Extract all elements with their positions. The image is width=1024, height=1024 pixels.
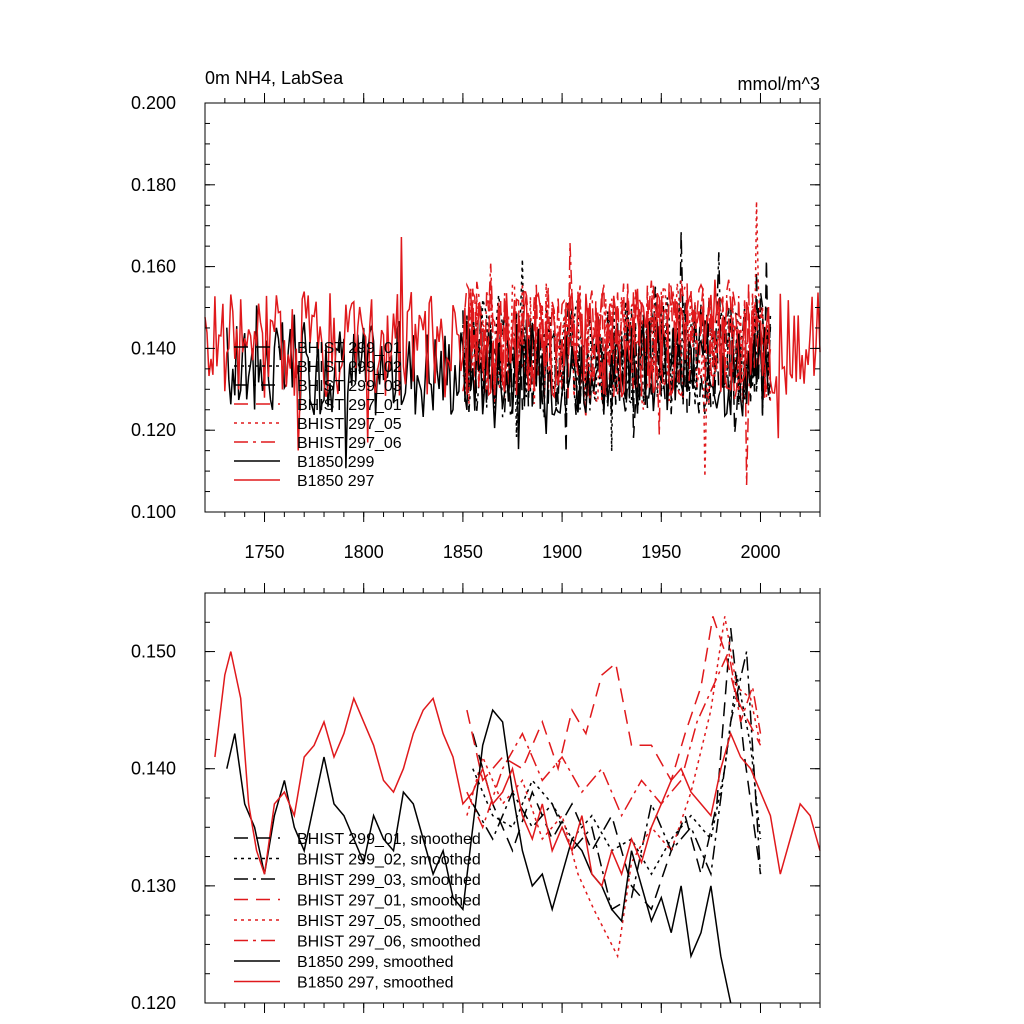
y-tick-label: 0.120 bbox=[131, 420, 176, 440]
units-label: mmol/m^3 bbox=[738, 74, 820, 94]
x-tick-label: 1750 bbox=[244, 542, 284, 562]
x-tick-label: 1850 bbox=[443, 542, 483, 562]
series-line-2-2 bbox=[472, 674, 762, 876]
legend-label: BHIST 297_06, smoothed bbox=[297, 934, 481, 951]
series-line-2-8 bbox=[214, 651, 821, 888]
legend: BHIST 299_01, smoothed BHIST 299_02, smoo… bbox=[234, 831, 481, 992]
y-tick-label: 0.100 bbox=[131, 502, 176, 522]
y-tick-label: 0.130 bbox=[131, 876, 176, 896]
series-line-2-4 bbox=[466, 616, 762, 783]
legend: BHIST 299_01 BHIST 299_02 BHIST 299_03 BHIS… bbox=[234, 340, 402, 490]
legend-label: BHIST 299_02, smoothed bbox=[297, 852, 481, 869]
series-line-1-7 bbox=[226, 305, 772, 469]
legend-label: B1850 299 bbox=[297, 454, 375, 471]
series-line-2-3 bbox=[472, 651, 762, 911]
top-panel: 0m NH4, LabSea mmol/m^3 0.100 0.120 0.140 0… bbox=[131, 68, 821, 562]
legend-label: BHIST 299_03, smoothed bbox=[297, 872, 481, 889]
series-line-1-1 bbox=[462, 259, 772, 454]
legend-label: BHIST 299_02 bbox=[297, 359, 402, 376]
x-tick-label: 1900 bbox=[542, 542, 582, 562]
x-tick-label: 1800 bbox=[344, 542, 384, 562]
y-tick-label: 0.200 bbox=[131, 93, 176, 113]
series-line-2-1 bbox=[472, 628, 762, 911]
series-line-1-8 bbox=[204, 236, 821, 451]
y-tick-label: 0.160 bbox=[131, 257, 176, 277]
legend-label: BHIST 297_06 bbox=[297, 435, 402, 452]
series-line-2-5 bbox=[466, 616, 762, 959]
legend-label: B1850 297 bbox=[297, 473, 375, 490]
legend-label: BHIST 297_01 bbox=[297, 397, 402, 414]
bottom-panel: 0.120 0.130 0.140 0.150 BHIST 299_01, smooth… bbox=[131, 583, 821, 1013]
legend-label: BHIST 297_05 bbox=[297, 416, 402, 433]
legend-label: B1850 299, smoothed bbox=[297, 954, 454, 971]
legend-label: BHIST 297_01, smoothed bbox=[297, 893, 481, 910]
x-tick-label: 2000 bbox=[740, 542, 780, 562]
y-tick-label: 0.150 bbox=[131, 642, 176, 662]
legend-label: BHIST 299_03 bbox=[297, 378, 402, 395]
y-tick-label: 0.140 bbox=[131, 759, 176, 779]
legend-label: BHIST 299_01 bbox=[297, 340, 402, 357]
y-tick-label: 0.140 bbox=[131, 338, 176, 358]
legend-label: B1850 297, smoothed bbox=[297, 975, 454, 992]
legend-label: BHIST 297_05, smoothed bbox=[297, 913, 481, 930]
y-tick-label: 0.120 bbox=[131, 993, 176, 1013]
legend-label: BHIST 299_01, smoothed bbox=[297, 831, 481, 848]
y-tick-label: 0.180 bbox=[131, 175, 176, 195]
x-tick-label: 1950 bbox=[641, 542, 681, 562]
series-line-2-7 bbox=[226, 708, 732, 1004]
chart-title: 0m NH4, LabSea bbox=[205, 68, 344, 88]
series-line-2-6 bbox=[466, 649, 762, 830]
